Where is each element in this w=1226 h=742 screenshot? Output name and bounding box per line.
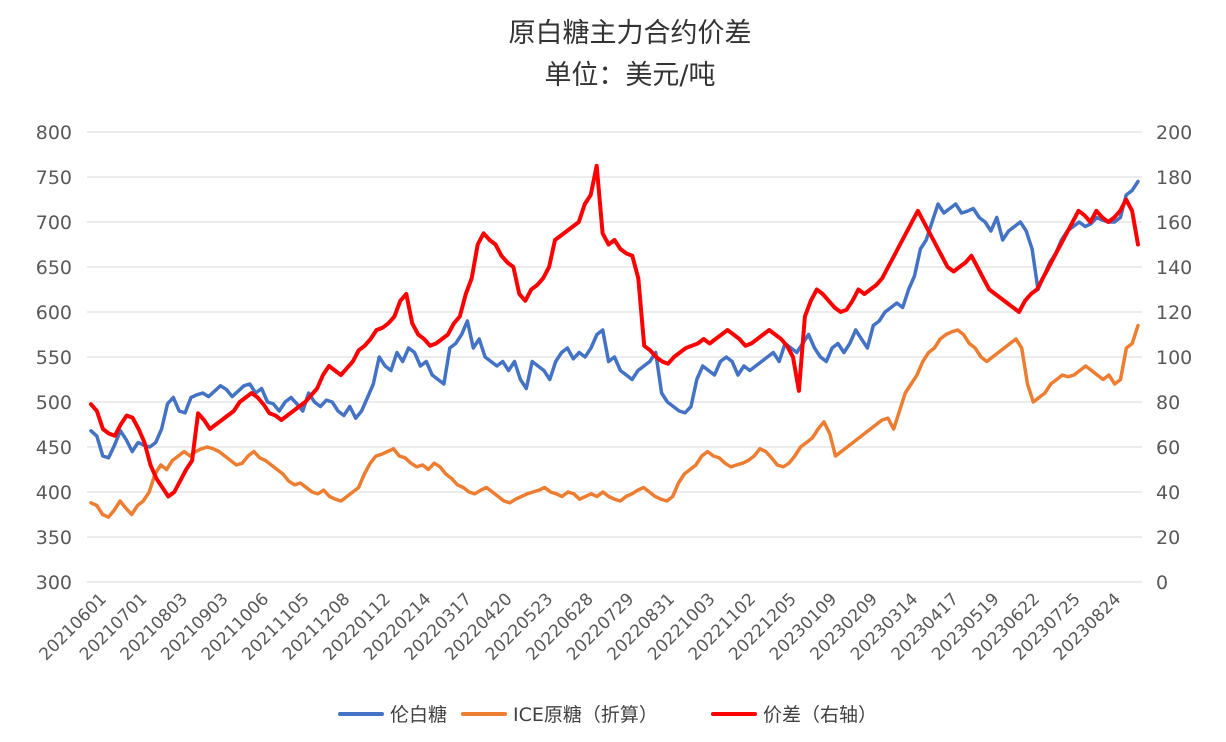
y-right-tick-label: 20: [1156, 527, 1180, 549]
y-right-tick-label: 120: [1156, 302, 1192, 324]
y-left-tick-label: 300: [36, 572, 72, 594]
chart-title: 原白糖主力合约价差: [509, 18, 752, 49]
y-left-tick-label: 650: [36, 257, 72, 279]
series-line-london-white: [89, 179, 1140, 460]
y-right-tick-label: 200: [1156, 122, 1192, 144]
legend-entry-label: 价差（右轴）: [763, 704, 877, 726]
y-left-tick-label: 350: [36, 527, 72, 549]
y-right-tick-label: 160: [1156, 212, 1192, 234]
y-left-tick-label: 750: [36, 167, 72, 189]
y-right-tick-label: 40: [1156, 482, 1180, 504]
y-right-tick-label: 80: [1156, 392, 1180, 414]
legend-entry-label: 伦白糖: [390, 704, 447, 726]
y-axis-right: 0 20 40 60 80 100 120 140 160 180 200: [1156, 122, 1192, 594]
series-line-ice-raw: [89, 323, 1140, 519]
y-left-tick-label: 500: [36, 392, 72, 414]
y-left-tick-label: 550: [36, 347, 72, 369]
legend-entry-label: ICE原糖（折算）: [513, 704, 658, 726]
y-right-tick-label: 140: [1156, 257, 1192, 279]
y-left-tick-label: 700: [36, 212, 72, 234]
x-axis: 2021060120210701202108032021090320211006…: [35, 589, 1125, 664]
chart-subtitle: 单位：美元/吨: [544, 60, 715, 91]
y-right-tick-label: 0: [1156, 572, 1168, 594]
y-axis-left: 300 350 400 450 500 550 600 650 700 750 800: [36, 122, 72, 594]
y-right-tick-label: 100: [1156, 347, 1192, 369]
legend: 伦白糖 ICE原糖（折算） 价差（右轴）: [338, 704, 877, 726]
y-left-tick-label: 600: [36, 302, 72, 324]
y-left-tick-label: 800: [36, 122, 72, 144]
y-left-tick-label: 450: [36, 437, 72, 459]
series-lines: [89, 163, 1140, 519]
y-right-tick-label: 180: [1156, 167, 1192, 189]
series-line-spread: [89, 163, 1140, 499]
y-right-tick-label: 60: [1156, 437, 1180, 459]
y-left-tick-label: 400: [36, 482, 72, 504]
